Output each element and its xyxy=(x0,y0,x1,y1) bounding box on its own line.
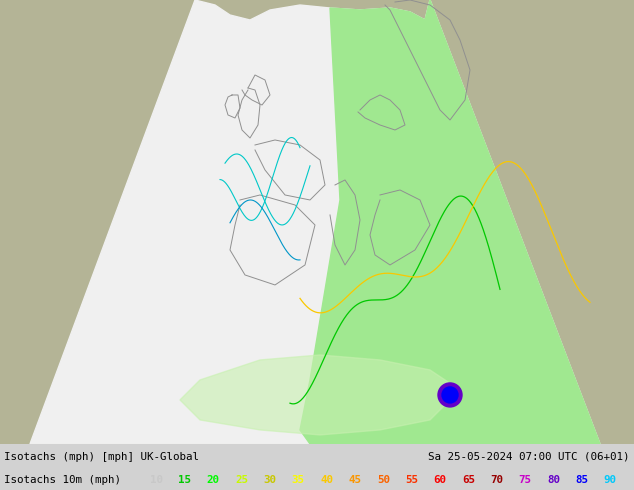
Text: 75: 75 xyxy=(519,475,531,485)
Polygon shape xyxy=(180,355,460,435)
Text: 50: 50 xyxy=(377,475,390,485)
Polygon shape xyxy=(0,0,634,444)
Text: 10: 10 xyxy=(150,475,163,485)
Text: 90: 90 xyxy=(604,475,617,485)
Polygon shape xyxy=(30,0,600,444)
Text: 85: 85 xyxy=(575,475,588,485)
Polygon shape xyxy=(300,0,600,444)
Text: Isotachs 10m (mph): Isotachs 10m (mph) xyxy=(4,475,121,485)
Text: Sa 25-05-2024 07:00 UTC (06+01): Sa 25-05-2024 07:00 UTC (06+01) xyxy=(429,452,630,462)
Text: 40: 40 xyxy=(320,475,333,485)
Circle shape xyxy=(438,383,462,407)
Text: 60: 60 xyxy=(434,475,446,485)
Text: 45: 45 xyxy=(349,475,361,485)
Text: 70: 70 xyxy=(490,475,503,485)
Text: 30: 30 xyxy=(263,475,276,485)
Text: 55: 55 xyxy=(405,475,418,485)
Text: 20: 20 xyxy=(207,475,220,485)
Text: 35: 35 xyxy=(292,475,305,485)
Text: 15: 15 xyxy=(178,475,191,485)
Text: 80: 80 xyxy=(547,475,560,485)
Circle shape xyxy=(442,387,458,403)
Text: Isotachs (mph) [mph] UK-Global: Isotachs (mph) [mph] UK-Global xyxy=(4,452,199,462)
Text: 25: 25 xyxy=(235,475,248,485)
Text: 65: 65 xyxy=(462,475,475,485)
